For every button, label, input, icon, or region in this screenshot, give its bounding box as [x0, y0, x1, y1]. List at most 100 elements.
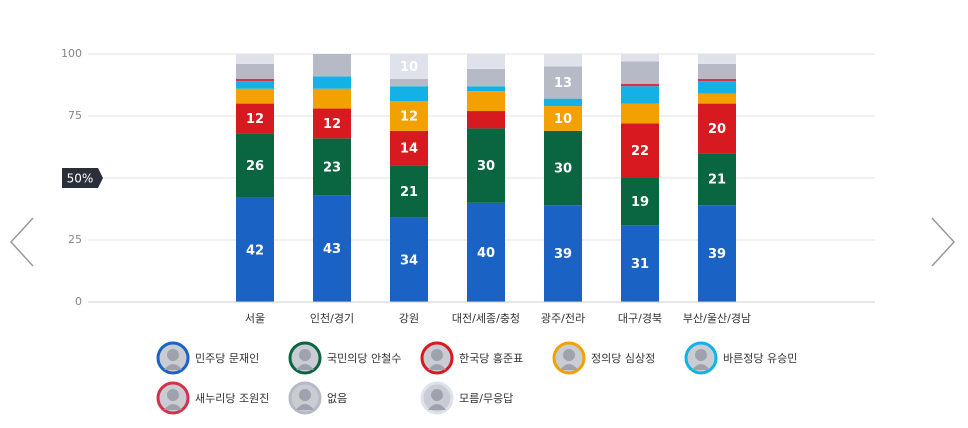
bar-segment — [621, 178, 659, 226]
bar-segment — [313, 195, 351, 302]
bar-segment — [621, 61, 659, 84]
data-label: 10 — [400, 60, 418, 75]
legend-item: 없음 — [288, 381, 347, 415]
data-label: 43 — [323, 242, 341, 257]
bar-segment — [236, 197, 274, 302]
prev-arrow[interactable] — [9, 217, 34, 267]
reference-marker — [62, 168, 103, 188]
bar-segment — [236, 88, 274, 104]
bar-segment — [390, 101, 428, 131]
bar-segment — [698, 81, 736, 94]
bar-segment — [544, 106, 582, 131]
x-tick-label: 부산/울산/경남 — [683, 312, 751, 325]
bar-segment — [621, 103, 659, 124]
legend-item: 모름/무응답 — [420, 381, 513, 415]
bar-segment — [467, 91, 505, 112]
bar-segment — [467, 68, 505, 87]
data-label: 12 — [246, 112, 264, 127]
bar-segment — [313, 88, 351, 109]
x-tick-label: 서울 — [245, 312, 265, 325]
x-tick-label: 대전/세종/충청 — [452, 312, 520, 325]
bar-segment — [621, 54, 659, 62]
bar-segment — [236, 54, 274, 64]
data-label: 40 — [477, 246, 495, 261]
legend-label: 민주당 문재인 — [195, 352, 259, 365]
x-tick-label: 인천/경기 — [310, 311, 354, 325]
avatar-head — [431, 349, 443, 361]
x-tick-label: 광주/전라 — [541, 312, 585, 325]
avatar-head — [299, 349, 311, 361]
bar-segment — [698, 78, 736, 82]
bar-segment — [236, 103, 274, 134]
bar-segment — [236, 81, 274, 89]
bar-segment — [544, 66, 582, 99]
data-label: 10 — [554, 112, 572, 127]
legend-label: 바른정당 유승민 — [723, 352, 797, 365]
x-tick-label: 대구/경북 — [618, 312, 662, 325]
y-tick-label: 75 — [68, 109, 82, 122]
legend-item: 민주당 문재인 — [156, 341, 259, 375]
data-label: 42 — [246, 243, 264, 258]
avatar-body — [428, 364, 446, 370]
legend-label: 새누리당 조원진 — [195, 392, 269, 405]
bar-segment — [698, 54, 736, 64]
bar-segment — [698, 153, 736, 206]
bar-segment — [236, 78, 274, 82]
y-tick-label: 25 — [68, 233, 82, 246]
legend-item: 정의당 심상정 — [552, 341, 655, 375]
bar-segment — [544, 130, 582, 206]
bar-segment — [698, 103, 736, 154]
data-label: 12 — [323, 117, 341, 132]
legend-item: 한국당 홍준표 — [420, 341, 523, 375]
avatar-body — [164, 364, 182, 370]
bar-segment — [390, 86, 428, 102]
legend-item: 바른정당 유승민 — [684, 341, 797, 375]
data-label: 39 — [554, 247, 572, 262]
bar-segment — [313, 138, 351, 196]
bar-segment — [390, 217, 428, 302]
data-label: 31 — [631, 257, 649, 272]
bar-segment — [390, 78, 428, 87]
data-label: 19 — [631, 195, 649, 210]
bar-segment — [467, 111, 505, 129]
data-label: 34 — [400, 253, 418, 268]
data-label: 39 — [708, 247, 726, 262]
bar-segment — [390, 165, 428, 218]
bar-segment — [544, 205, 582, 302]
avatar-head — [431, 389, 443, 401]
bar-segment — [467, 202, 505, 302]
data-label: 14 — [400, 142, 418, 157]
y-tick-label: 100 — [61, 47, 82, 60]
bar-segment — [621, 123, 659, 178]
data-label: 21 — [708, 173, 726, 188]
avatar-body — [428, 404, 446, 410]
bar-segment — [236, 63, 274, 79]
avatar-body — [560, 364, 578, 370]
legend-label: 없음 — [327, 392, 347, 405]
data-label: 23 — [323, 160, 341, 175]
bar-segment — [467, 54, 505, 69]
x-tick-label: 강원 — [399, 312, 419, 325]
reference-label: 50% — [67, 172, 94, 186]
data-label: 30 — [477, 159, 495, 174]
data-label: 26 — [246, 159, 264, 174]
y-tick-label: 0 — [75, 295, 82, 308]
bar-segment — [313, 76, 351, 89]
legend-item: 새누리당 조원진 — [156, 381, 269, 415]
legend-label: 모름/무응답 — [459, 392, 513, 405]
next-arrow[interactable] — [931, 217, 956, 267]
data-label: 22 — [631, 144, 649, 159]
legend-label: 한국당 홍준표 — [459, 351, 523, 365]
avatar-head — [167, 349, 179, 361]
bar-segment — [698, 63, 736, 79]
avatar-head — [563, 349, 575, 361]
avatar-head — [167, 389, 179, 401]
bar-segment — [236, 133, 274, 198]
legend-label: 국민의당 안철수 — [327, 352, 401, 365]
avatar-body — [692, 364, 710, 370]
bar-segment — [313, 108, 351, 139]
data-label: 20 — [708, 122, 726, 137]
bar-segment — [621, 225, 659, 302]
avatar-head — [299, 389, 311, 401]
